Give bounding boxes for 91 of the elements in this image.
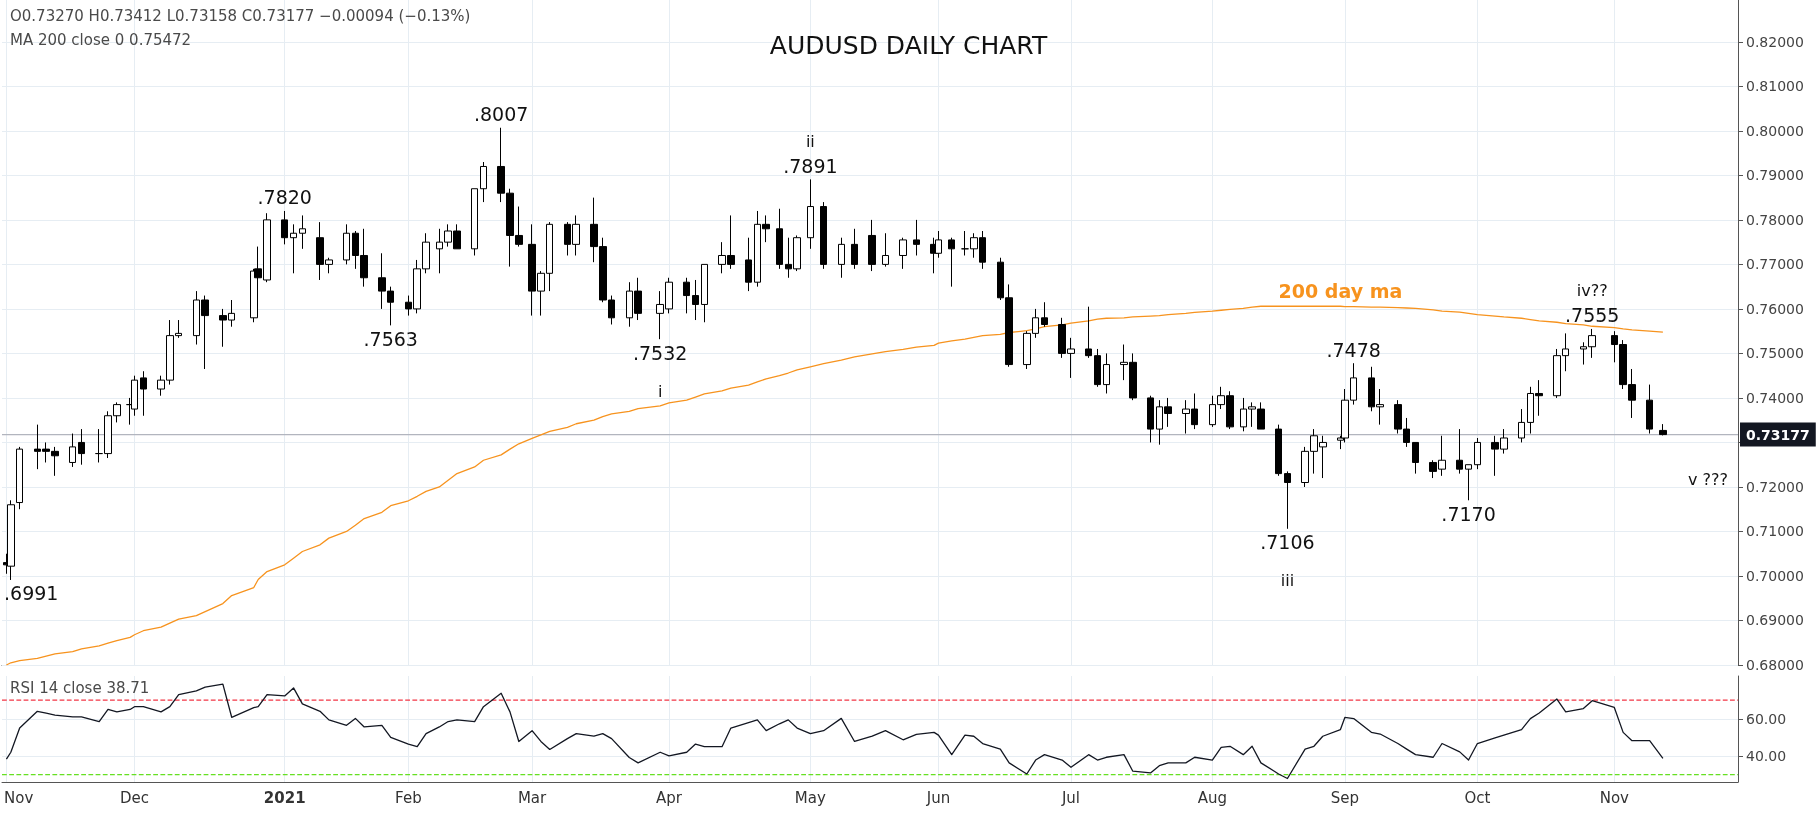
- candlestick: [1103, 352, 1110, 394]
- series-label: 200 day ma: [1278, 279, 1403, 302]
- y-tick-label: 60.00: [1746, 710, 1787, 727]
- x-tick-label: Dec: [120, 788, 150, 807]
- candlestick: [899, 237, 907, 270]
- candlestick: [1275, 424, 1282, 477]
- annotation: RSI 14 close 38.71: [10, 678, 150, 697]
- annotation: .7555: [1565, 304, 1620, 327]
- x-tick-label: 2021: [263, 788, 306, 807]
- y-tick-label: 0.75000: [1746, 345, 1804, 362]
- annotation: .7532: [632, 341, 688, 364]
- y-tick-label: 0.69000: [1746, 612, 1804, 629]
- candlestick: [948, 237, 955, 288]
- candlestick: [78, 428, 85, 466]
- candlestick: [868, 219, 876, 272]
- x-tick-label: Mar: [517, 788, 548, 807]
- y-tick-label: 40.00: [1746, 747, 1787, 764]
- x-tick-label: May: [794, 788, 826, 807]
- candlestick: [882, 232, 889, 268]
- candlestick: [701, 263, 708, 323]
- candlestick: [683, 277, 690, 314]
- x-tick-label: Aug: [1197, 788, 1227, 807]
- candlestick: [913, 219, 920, 256]
- x-tick-label: Nov: [1599, 788, 1630, 807]
- annotation: .7478: [1326, 338, 1381, 361]
- annotation: iv??: [1576, 281, 1608, 301]
- annotation: v ???: [1687, 470, 1728, 490]
- annotation: .7563: [363, 327, 418, 350]
- candlestick: [1412, 441, 1419, 475]
- y-tick-label: 0.82000: [1746, 33, 1804, 50]
- annotation: .7106: [1260, 531, 1315, 554]
- x-tick-label: Oct: [1464, 788, 1491, 807]
- ref-line-label: 0.73177: [1746, 426, 1810, 443]
- candlestick: [290, 223, 297, 274]
- annotation: .8007: [473, 103, 529, 126]
- annotation: .7820: [257, 186, 312, 209]
- y-tick-label: 0.72000: [1746, 478, 1804, 495]
- candlestick: [343, 223, 350, 265]
- annotation: .6991: [4, 582, 59, 605]
- candlestick: [745, 237, 752, 292]
- candlestick: [1041, 301, 1048, 328]
- annotation: i: [657, 381, 663, 401]
- x-tick-label: Jun: [925, 788, 951, 807]
- candlestick: [851, 228, 858, 270]
- candlestick: [1465, 464, 1472, 501]
- annotation: iii: [1280, 571, 1295, 591]
- y-tick-label: 0.81000: [1746, 78, 1804, 95]
- candlestick: [69, 433, 76, 468]
- text: AUDUSD DAILY CHART: [769, 31, 1048, 60]
- candlestick: [140, 370, 147, 417]
- line-series: [5, 683, 1664, 780]
- y-tick-label: 0.70000: [1746, 567, 1804, 584]
- candlestick: [692, 279, 699, 321]
- x-tick-label: Feb: [395, 788, 422, 807]
- candlestick: [807, 178, 814, 250]
- annotation: MA 200 close 0 0.75472: [10, 30, 192, 49]
- candlestick: [1518, 408, 1525, 443]
- candlestick: [1474, 437, 1481, 470]
- candlestick: [7, 499, 15, 581]
- candlestick: [1456, 428, 1463, 475]
- candlestick: [1085, 306, 1092, 359]
- x-tick-label: Sep: [1330, 788, 1359, 807]
- y-tick-label: 0.78000: [1746, 211, 1804, 228]
- line-series: [5, 305, 1664, 666]
- y-tick-label: 0.76000: [1746, 300, 1804, 317]
- candlestick: [471, 188, 478, 256]
- candlestick: [16, 446, 23, 510]
- y-tick-label: 0.71000: [1746, 523, 1804, 540]
- y-tick-label: 0.80000: [1746, 122, 1804, 139]
- candlestick: [299, 214, 306, 250]
- candlestick: [1094, 348, 1101, 388]
- annotation: .7891: [783, 154, 838, 177]
- candlestick: [820, 201, 827, 270]
- annotation: .7170: [1441, 502, 1496, 525]
- annotation: O0.73270 H0.73412 L0.73158 C0.73177 −0.00094 (−0.13%): [10, 6, 471, 25]
- y-tick-label: 0.77000: [1746, 256, 1804, 273]
- candlestick: [838, 237, 845, 279]
- y-tick-label: 0.74000: [1746, 389, 1804, 406]
- candlestick: [281, 210, 288, 245]
- candlestick: [1646, 384, 1653, 435]
- candlestick: [1147, 395, 1154, 443]
- candlestick: [480, 161, 487, 203]
- candlestick: [1284, 470, 1291, 530]
- y-tick-label: 0.79000: [1746, 167, 1804, 184]
- candlestick: [1659, 423, 1667, 436]
- x-tick-label: Apr: [656, 788, 683, 807]
- x-tick-label: Nov: [4, 788, 34, 807]
- annotation: ii: [805, 131, 815, 151]
- y-tick-label: 0.68000: [1746, 657, 1804, 673]
- candlestick: [776, 208, 783, 270]
- x-tick-label: Jul: [1060, 788, 1081, 807]
